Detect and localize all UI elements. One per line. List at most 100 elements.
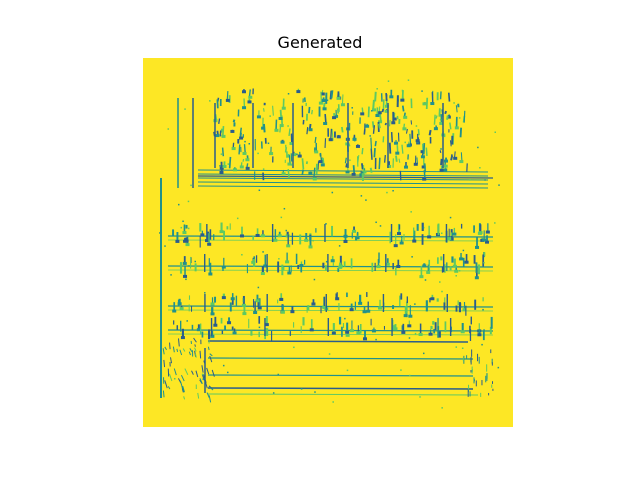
- noise-dot: [244, 140, 246, 143]
- note-head: [439, 168, 444, 172]
- staff-line: [207, 393, 479, 396]
- note-head: [253, 310, 258, 314]
- note-head: [230, 297, 235, 301]
- note-stem: [449, 140, 452, 147]
- note-head: [384, 104, 389, 108]
- note-head: [412, 239, 417, 243]
- noise-dot: [326, 99, 329, 101]
- noise-dot: [351, 107, 353, 109]
- noise-dot: [440, 232, 443, 235]
- noise-dot: [280, 216, 283, 219]
- note-head: [210, 334, 215, 338]
- note-stem: [433, 114, 436, 125]
- note-head: [232, 331, 237, 335]
- noise-dot: [462, 249, 465, 252]
- note-head: [378, 306, 383, 310]
- note-stem: [331, 128, 334, 141]
- note-stem: [199, 350, 202, 359]
- noise-dot: [201, 373, 204, 376]
- note-stem: [314, 136, 317, 143]
- note-head: [420, 150, 425, 154]
- note-head: [180, 336, 185, 340]
- noise-dot: [469, 179, 471, 181]
- note-stem: [370, 148, 373, 160]
- staff-line: [197, 177, 489, 181]
- note-head: [427, 235, 432, 239]
- note-head: [213, 323, 218, 327]
- note-head: [430, 297, 435, 301]
- noise-dot: [415, 125, 418, 127]
- note-stem: [180, 374, 185, 382]
- noise-dot: [190, 184, 192, 187]
- note-stem: [209, 353, 213, 357]
- note-stem: [447, 92, 451, 102]
- note-stem: [203, 360, 206, 364]
- note-head: [239, 234, 244, 238]
- note-head: [279, 297, 284, 301]
- note-stem: [330, 128, 333, 140]
- note-stem: [288, 128, 291, 137]
- note-stem: [405, 128, 408, 134]
- note-head: [196, 328, 201, 332]
- note-head: [459, 160, 464, 164]
- noise-dot: [414, 332, 417, 335]
- note-head: [311, 302, 316, 306]
- note-head: [402, 127, 407, 131]
- note-head: [443, 168, 448, 172]
- note-head: [248, 95, 253, 99]
- note-head: [443, 159, 448, 163]
- noise-dot: [184, 108, 186, 110]
- note-stem: [384, 122, 387, 126]
- noise-dot: [219, 165, 221, 167]
- note-head: [221, 134, 226, 138]
- noise-dot: [312, 239, 314, 242]
- note-stem: [377, 123, 381, 129]
- noise-dot: [182, 220, 184, 223]
- note-stem: [173, 368, 177, 376]
- noise-dot: [441, 290, 443, 293]
- note-head: [413, 162, 418, 166]
- note-head: [449, 237, 454, 241]
- note-head: [210, 302, 215, 306]
- noise-dot: [484, 179, 486, 181]
- noise-dot: [187, 227, 190, 230]
- note-head: [255, 299, 260, 303]
- noise-dot: [325, 260, 328, 263]
- note-head: [318, 160, 323, 164]
- note-head: [231, 147, 236, 151]
- noise-dot: [325, 223, 327, 225]
- note-stem: [179, 380, 184, 389]
- note-head: [207, 242, 212, 246]
- noise-dot: [194, 260, 196, 263]
- note-stem: [262, 123, 266, 133]
- noise-dot: [439, 119, 442, 121]
- note-head: [403, 115, 408, 119]
- note-head: [454, 126, 459, 130]
- note-head: [328, 138, 333, 142]
- noise-dot: [267, 142, 270, 145]
- note-head: [290, 310, 295, 314]
- noise-dot: [455, 275, 457, 277]
- note-stem: [372, 125, 376, 134]
- noise-dot: [283, 207, 286, 210]
- note-head: [391, 121, 396, 125]
- noise-dot: [458, 117, 461, 119]
- note-stem: [361, 148, 364, 155]
- noise-dot: [287, 93, 290, 95]
- note-head: [287, 162, 292, 166]
- noise-dot: [494, 131, 496, 134]
- note-head: [475, 245, 480, 249]
- note-stem: [194, 344, 196, 347]
- noise-dot: [375, 338, 377, 341]
- note-head: [245, 158, 250, 162]
- noise-dot: [272, 392, 275, 394]
- note-stem: [201, 365, 204, 373]
- note-head: [421, 165, 426, 169]
- noise-dot: [220, 153, 223, 155]
- note-stem: [199, 378, 203, 384]
- note-stem: [208, 395, 212, 403]
- note-stem: [228, 156, 232, 169]
- note-head: [175, 239, 180, 243]
- note-head: [378, 120, 383, 124]
- noise-dot: [408, 337, 411, 339]
